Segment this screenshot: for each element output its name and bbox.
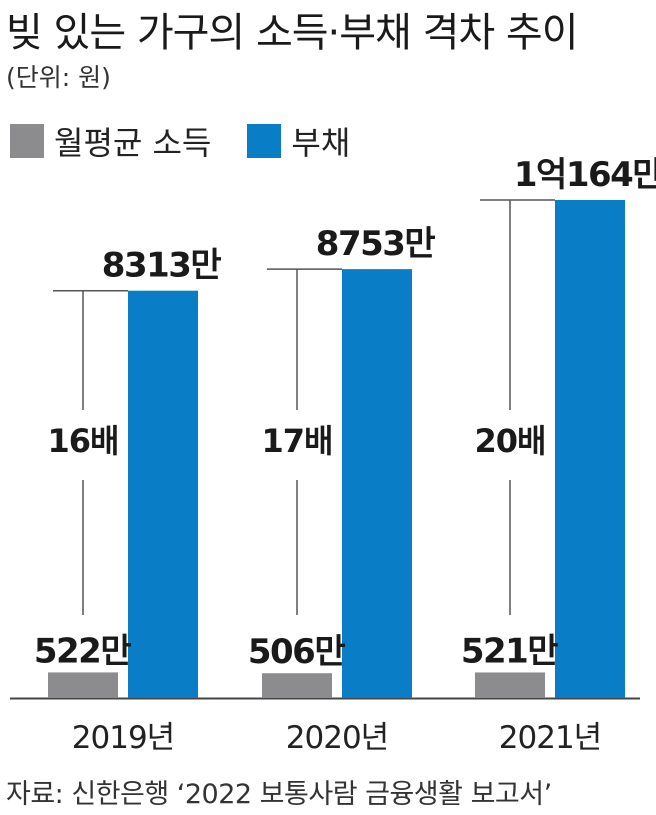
- source-note: 자료: 신한은행 ‘2022 보통사람 금융생활 보고서’: [6, 779, 552, 810]
- income-value-label-2: 521만: [461, 631, 558, 671]
- legend-label-income: 월평균 소득: [54, 124, 212, 162]
- ratio-label-2: 20배: [475, 422, 546, 460]
- legend-label-debt: 부채: [291, 124, 351, 162]
- income-bar-1: [262, 673, 332, 698]
- legend-swatch-debt: [247, 124, 282, 158]
- ratio-label-1: 17배: [262, 422, 333, 460]
- x-tick-label-2: 2021년: [499, 720, 601, 756]
- income-bar-2: [475, 672, 545, 698]
- debt-bar-2: [555, 200, 625, 698]
- x-tick-label-0: 2019년: [72, 720, 174, 756]
- debt-value-label-0: 8313만: [102, 246, 222, 286]
- legend: 월평균 소득 부채: [10, 118, 386, 164]
- debt-bar-0: [128, 290, 198, 698]
- debt-bar-1: [342, 269, 412, 698]
- income-value-label-1: 506만: [248, 632, 345, 672]
- debt-value-label-1: 8753만: [316, 224, 436, 264]
- income-value-label-0: 522만: [34, 631, 131, 671]
- chart-title: 빚 있는 가구의 소득·부채 격차 추이: [6, 10, 578, 56]
- x-tick-label-1: 2020년: [286, 720, 388, 756]
- unit-note: (단위: 원): [6, 63, 111, 92]
- debt-value-label-2: 1억164만: [514, 155, 656, 195]
- legend-swatch-income: [10, 124, 44, 158]
- ratio-label-0: 16배: [48, 422, 119, 460]
- legend-item-debt: 부채: [247, 118, 350, 164]
- income-bar-0: [48, 672, 118, 698]
- legend-item-income: 월평균 소득: [10, 118, 211, 164]
